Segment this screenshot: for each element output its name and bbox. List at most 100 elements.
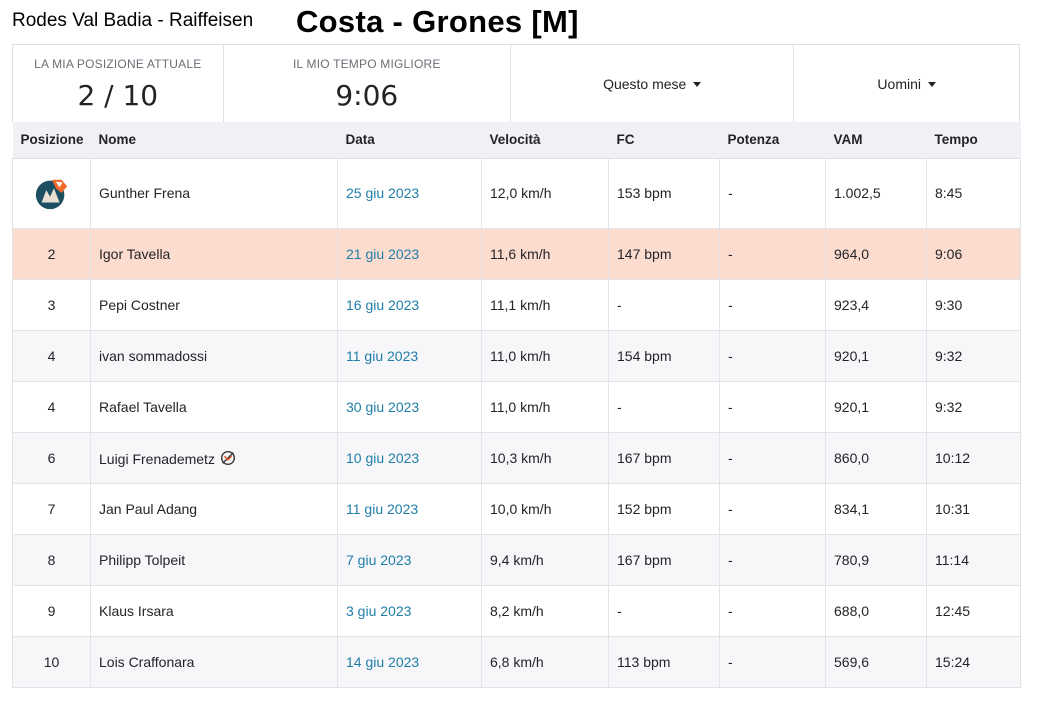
time-cell: 9:06 <box>926 228 1021 280</box>
athlete-name-link[interactable]: Philipp Tolpeit <box>99 551 186 568</box>
power-cell: - <box>719 279 826 331</box>
date-cell: 7 giu 2023 <box>337 534 482 586</box>
table-row[interactable]: 2 Igor Tavella 21 giu 2023 11,6 km/h 147 bpm… <box>12 228 1021 280</box>
time-cell: 12:45 <box>926 585 1021 637</box>
power-cell: - <box>719 483 826 535</box>
power-cell: - <box>719 228 826 280</box>
vam-cell: 834,1 <box>825 483 927 535</box>
time-cell: 11:14 <box>926 534 1021 586</box>
activity-date-link[interactable]: 30 giu 2023 <box>346 398 420 415</box>
stats-bar: LA MIA POSIZIONE ATTUALE 2 / 10 IL MIO T… <box>12 44 1020 122</box>
time-cell: 10:31 <box>926 483 1021 535</box>
best-time-label: IL MIO TEMPO MIGLIORE <box>293 57 441 71</box>
club-title: Rodes Val Badia - Raiffeisen <box>12 10 254 31</box>
speed-cell: 8,2 km/h <box>481 585 609 637</box>
time-cell: 9:32 <box>926 330 1021 382</box>
speed-cell: 6,8 km/h <box>481 636 609 688</box>
activity-date-link[interactable]: 7 giu 2023 <box>346 551 412 568</box>
athlete-name-link[interactable]: Gunther Frena <box>99 185 191 201</box>
activity-date-link[interactable]: 11 giu 2023 <box>346 347 419 364</box>
hr-cell: 153 bpm <box>608 158 720 229</box>
power-cell: - <box>719 585 826 637</box>
speed-cell: 10,3 km/h <box>481 432 609 484</box>
table-row[interactable]: Gunther Frena 25 giu 2023 12,0 km/h 153 bpm… <box>12 158 1021 229</box>
hr-cell: 152 bpm <box>608 483 720 535</box>
date-cell: 11 giu 2023 <box>337 483 482 535</box>
activity-date-link[interactable]: 3 giu 2023 <box>346 602 412 619</box>
header-time[interactable]: Tempo <box>926 122 1021 159</box>
vam-cell: 920,1 <box>825 381 927 433</box>
gender-filter-dropdown[interactable]: Uomini <box>877 76 936 92</box>
position-cell: 9 <box>12 585 91 637</box>
position-cell: 10 <box>12 636 91 688</box>
header-hr[interactable]: FC <box>608 122 720 159</box>
hr-cell: - <box>608 279 720 331</box>
position-cell: 7 <box>12 483 91 535</box>
athlete-name-cell: Jan Paul Adang <box>90 483 338 535</box>
date-cell: 30 giu 2023 <box>337 381 482 433</box>
hr-cell: - <box>608 381 720 433</box>
vam-cell: 569,6 <box>825 636 927 688</box>
vam-cell: 688,0 <box>825 585 927 637</box>
athlete-name-link[interactable]: Pepi Costner <box>99 296 180 313</box>
table-row[interactable]: 3 Pepi Costner 16 giu 2023 11,1 km/h - -923,4… <box>12 279 1021 331</box>
position-cell: 2 <box>12 228 91 280</box>
power-cell: - <box>719 432 826 484</box>
best-time-value: 9:06 <box>335 79 399 112</box>
table-row[interactable]: 4 ivan sommadossi 11 giu 2023 11,0 km/h 154 … <box>12 330 1021 382</box>
table-row[interactable]: 7 Jan Paul Adang 11 giu 2023 10,0 km/h 152 b… <box>12 483 1021 535</box>
athlete-name-cell: Lois Craffonara <box>90 636 338 688</box>
activity-date-link[interactable]: 21 giu 2023 <box>346 245 420 262</box>
table-row[interactable]: 8 Philipp Tolpeit 7 giu 2023 9,4 km/h 167 bp… <box>12 534 1021 586</box>
athlete-name-cell: Luigi Frenademetz <box>90 432 338 484</box>
header-vam[interactable]: VAM <box>825 122 927 159</box>
time-cell: 10:12 <box>926 432 1021 484</box>
activity-date-link[interactable]: 25 giu 2023 <box>346 185 420 201</box>
athlete-name-link[interactable]: Rafael Tavella <box>99 398 187 415</box>
activity-date-link[interactable]: 16 giu 2023 <box>346 296 420 313</box>
athlete-name-cell: Klaus Irsara <box>90 585 338 637</box>
table-row[interactable]: 6 Luigi Frenademetz 10 giu 2023 10,3 km/h 16… <box>12 432 1021 484</box>
athlete-name-link[interactable]: Jan Paul Adang <box>99 500 198 517</box>
gender-filter-cell: Uomini <box>794 45 1019 122</box>
leaderboard-table: Posizione Nome Data Velocità FC Potenza … <box>12 122 1021 688</box>
athlete-name-link[interactable]: Igor Tavella <box>99 245 171 262</box>
activity-date-link[interactable]: 10 giu 2023 <box>346 449 420 466</box>
header-date[interactable]: Data <box>337 122 482 159</box>
header-name[interactable]: Nome <box>90 122 338 159</box>
power-cell: - <box>719 381 826 433</box>
current-position-label: LA MIA POSIZIONE ATTUALE <box>34 57 202 71</box>
header-position[interactable]: Posizione <box>12 122 91 159</box>
athlete-name-cell: Igor Tavella <box>90 228 338 280</box>
current-position-stat: LA MIA POSIZIONE ATTUALE 2 / 10 <box>13 45 224 122</box>
activity-date-link[interactable]: 14 giu 2023 <box>346 653 420 670</box>
athlete-name-link[interactable]: Lois Craffonara <box>99 653 195 670</box>
athlete-name-cell: Philipp Tolpeit <box>90 534 338 586</box>
activity-date-link[interactable]: 11 giu 2023 <box>346 500 419 517</box>
current-position-value: 2 / 10 <box>77 79 159 112</box>
table-row[interactable]: 9 Klaus Irsara 3 giu 2023 8,2 km/h - -688,0 12… <box>12 585 1021 637</box>
date-cell: 16 giu 2023 <box>337 279 482 331</box>
hr-cell: 154 bpm <box>608 330 720 382</box>
header-power[interactable]: Potenza <box>719 122 826 159</box>
time-cell: 9:30 <box>926 279 1021 331</box>
kom-crown-icon <box>33 174 71 212</box>
table-row[interactable]: 10 Lois Craffonara 14 giu 2023 6,8 km/h 113 … <box>12 636 1021 688</box>
position-cell: 4 <box>12 330 91 382</box>
period-filter-cell: Questo mese <box>511 45 795 122</box>
date-cell: 14 giu 2023 <box>337 636 482 688</box>
athlete-name-link[interactable]: ivan sommadossi <box>99 347 208 364</box>
date-cell: 3 giu 2023 <box>337 585 482 637</box>
period-filter-label: Questo mese <box>603 75 687 92</box>
badge-no-icon <box>219 449 237 467</box>
athlete-name-link[interactable]: Klaus Irsara <box>99 602 174 619</box>
speed-cell: 11,6 km/h <box>481 228 609 280</box>
athlete-name-cell: Rafael Tavella <box>90 381 338 433</box>
header-speed[interactable]: Velocità <box>481 122 609 159</box>
table-row[interactable]: 4 Rafael Tavella 30 giu 2023 11,0 km/h - -920… <box>12 381 1021 433</box>
date-cell: 21 giu 2023 <box>337 228 482 280</box>
athlete-name-link[interactable]: Luigi Frenademetz <box>99 450 215 467</box>
table-header-row: Posizione Nome Data Velocità FC Potenza … <box>12 122 1021 159</box>
period-filter-dropdown[interactable]: Questo mese <box>603 75 702 92</box>
time-cell: 15:24 <box>926 636 1021 688</box>
